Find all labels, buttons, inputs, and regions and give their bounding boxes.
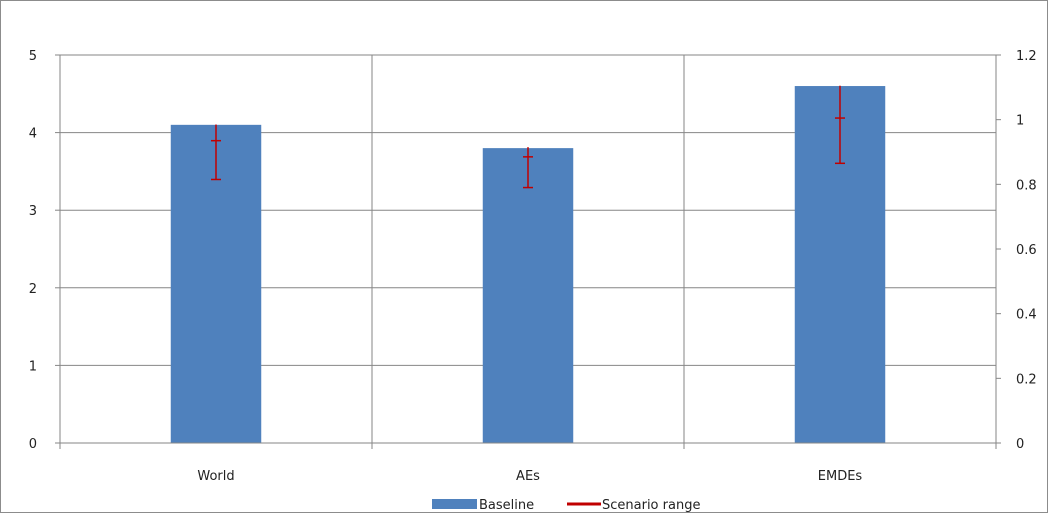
left-axis-tick-label: 5: [29, 49, 37, 64]
bars: [170, 86, 886, 443]
left-axis-tick-label: 1: [29, 359, 37, 374]
left-axis-ticks: 0 1 2 3 4 5: [29, 49, 60, 452]
x-axis-ticks: World AEs EMDEs: [59, 443, 997, 484]
x-axis-tick-label: World: [197, 469, 234, 484]
legend-label-baseline: Baseline: [479, 498, 534, 513]
right-axis-tick-label: 0: [1016, 437, 1024, 452]
left-axis-tick-label: 2: [29, 282, 37, 297]
scenario-range-aes: [523, 147, 533, 189]
right-axis-tick-label: 0.8: [1016, 178, 1037, 193]
x-axis-tick-label: AEs: [516, 469, 540, 484]
right-axis-ticks: 0 0.2 0.4 0.6 0.8 1 1.2: [996, 49, 1037, 452]
scenario-range-markers: [211, 85, 845, 189]
bar-aes: [482, 148, 574, 443]
left-axis-tick-label: 3: [29, 204, 37, 219]
right-axis-tick-label: 0.6: [1016, 243, 1037, 258]
legend-label-scenario-range: Scenario range: [602, 498, 700, 513]
x-axis-tick-label: EMDEs: [818, 469, 863, 484]
legend-swatch-baseline: [432, 499, 477, 509]
left-axis-tick-label: 4: [29, 127, 37, 142]
left-axis-tick-label: 0: [29, 437, 37, 452]
legend: Baseline Scenario range: [432, 498, 700, 513]
right-axis-tick-label: 1: [1016, 114, 1024, 129]
right-axis-tick-label: 0.2: [1016, 372, 1037, 387]
right-axis-tick-label: 1.2: [1016, 49, 1037, 64]
right-axis-tick-label: 0.4: [1016, 308, 1037, 323]
scenario-range-emdes: [835, 85, 845, 165]
scenario-range-world: [211, 124, 221, 181]
